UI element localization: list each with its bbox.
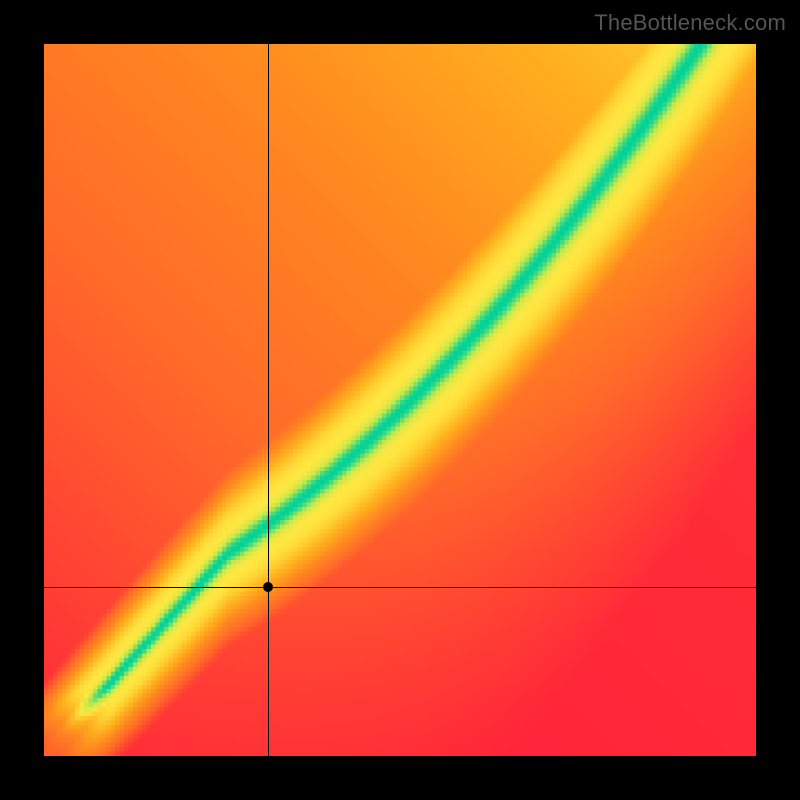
watermark-text: TheBottleneck.com: [594, 10, 786, 36]
crosshair-vertical: [268, 44, 269, 756]
crosshair-horizontal: [44, 587, 756, 588]
heatmap-canvas: [44, 44, 756, 756]
heatmap-chart: [44, 44, 756, 756]
marker-point: [263, 582, 273, 592]
